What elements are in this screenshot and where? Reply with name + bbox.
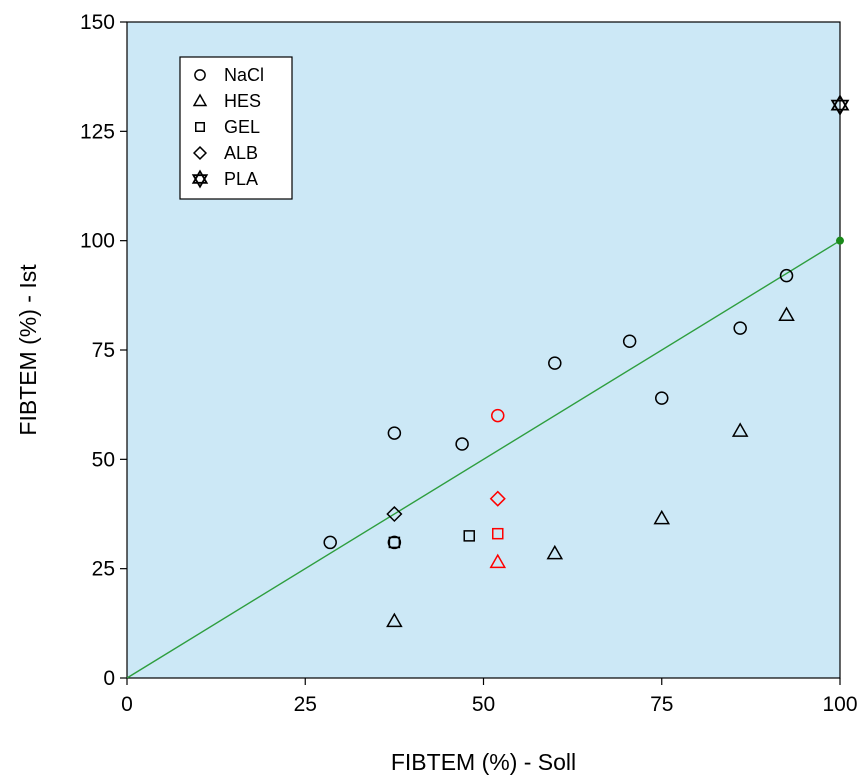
data-point-circle [548,356,562,370]
legend-marker-square [195,122,205,132]
data-point-triangle [731,422,749,437]
data-point-circle [491,408,505,423]
data-point-circle [622,334,637,349]
x-tick-label: 0 [121,693,133,716]
data-point-square [463,530,475,542]
x-tick-label: 25 [294,693,317,716]
y-tick-label: 75 [92,339,115,362]
legend-marker-diamond [192,145,208,161]
legend-marker-triangle [192,93,208,107]
reference-line-layer [126,236,844,679]
data-point-triangle [778,306,795,322]
data-point-triangle [489,553,507,569]
identity-line [126,240,841,679]
y-axis-title: FIBTEM (%) - Ist [15,264,41,436]
legend-label: PLA [224,169,258,189]
legend-label: GEL [224,117,260,137]
x-tick-label: 50 [472,693,495,716]
data-point-triangle [546,544,564,560]
data-point-square [388,536,401,549]
data-point-square [492,527,504,540]
axes-layer: 0 25 50 75 100 0 25 50 75 100 125 150 [80,11,858,716]
data-point-triangle [386,612,403,628]
x-axis-title: FIBTEM (%) - Soll [391,749,576,775]
x-tick-label: 100 [822,693,857,716]
identity-line-end-dot [836,236,844,245]
y-tick-label: 125 [80,120,115,143]
data-point-circle [733,321,747,335]
legend-marker-circle [194,69,206,81]
data-point-star [830,94,850,116]
y-tick-label: 25 [92,558,115,581]
data-point-circle [655,391,669,405]
y-tick-label: 100 [80,230,115,253]
data-point-triangle [653,509,671,525]
legend-label: HES [224,91,261,111]
legend-label: ALB [224,143,258,163]
data-point-circle [455,437,469,451]
y-tick-label: 0 [103,667,115,690]
legend: NaCl HES GEL ALB PLA [179,56,293,200]
data-point-circle [323,535,337,550]
data-point-diamond [386,505,403,523]
y-tick-label: 150 [80,11,115,34]
data-point-circle [387,535,402,550]
legend-marker-star [191,169,209,189]
legend-label: NaCl [224,65,264,85]
data-point-circle [387,426,402,440]
data-point-circle [779,268,794,283]
x-tick-label: 75 [650,693,673,716]
data-points-layer [323,94,850,628]
data-point-diamond [489,490,506,507]
y-tick-label: 50 [92,448,115,471]
